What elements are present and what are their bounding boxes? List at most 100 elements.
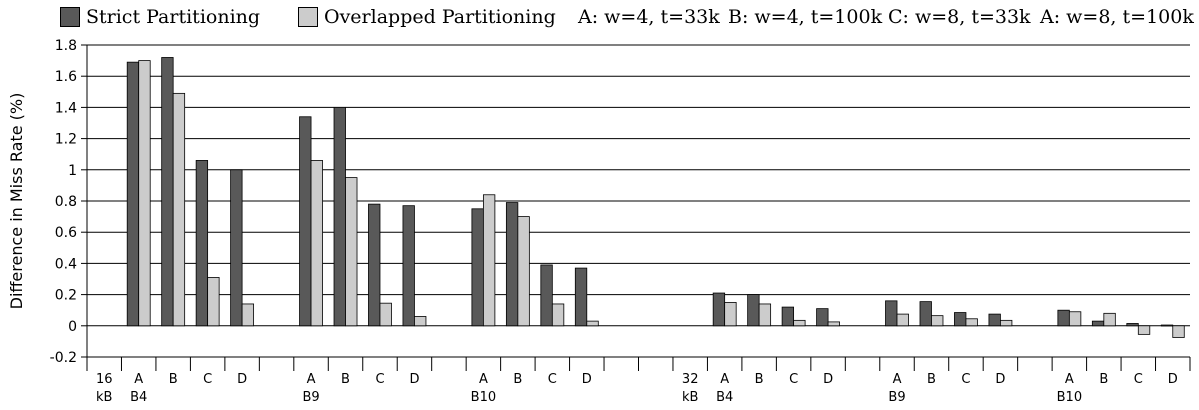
bar-strict <box>1126 323 1139 327</box>
y-tick-label: 1.6 <box>55 69 77 85</box>
bar-strict <box>126 61 140 327</box>
y-tick-label: 1 <box>68 163 77 179</box>
y-tick-label: 1.4 <box>55 100 77 116</box>
bar-strict <box>712 292 726 327</box>
x-tick-label: A <box>893 372 902 387</box>
x-tick-label: A <box>720 372 729 387</box>
legend-note-b-text: B: w=4, t=100k <box>728 6 883 28</box>
bar-overlapped <box>482 194 496 327</box>
bar-strict <box>1091 320 1105 327</box>
x-tick-label: B <box>513 372 522 387</box>
x-tick-label: D <box>409 372 419 387</box>
x-tick-label: C <box>203 372 212 387</box>
y-tick-label: 1.8 <box>55 38 77 54</box>
x-tick-label: D <box>582 372 592 387</box>
bar-overlapped <box>379 302 392 327</box>
bar-strict <box>919 301 932 327</box>
y-tick-label: 0.4 <box>55 256 77 272</box>
legend-label-overlapped: Overlapped Partitioning <box>324 6 556 28</box>
bar-strict <box>1160 324 1174 327</box>
legend-item-strict: Strict Partitioning <box>60 6 260 28</box>
bar-overlapped <box>1068 311 1082 327</box>
x-tick-label: B <box>1099 372 1108 387</box>
x-tick-label: 32 <box>682 372 699 387</box>
bar-overlapped <box>586 320 599 327</box>
legend-note-a-text: A: w=4, t=33k <box>578 6 720 28</box>
bar-strict <box>747 294 760 327</box>
bar-overlapped <box>724 301 737 327</box>
bar-strict <box>333 107 346 327</box>
y-tick-label: 0.2 <box>55 288 77 304</box>
y-tick-label: 0.8 <box>55 194 77 210</box>
y-tick-label: 0.6 <box>55 225 77 241</box>
bar-strict <box>816 308 829 327</box>
x-tick-sublabel: B9 <box>302 390 319 405</box>
bar-strict <box>368 203 381 327</box>
bar-overlapped <box>1103 312 1116 327</box>
x-tick-label: A <box>307 372 316 387</box>
bar-overlapped <box>965 318 978 327</box>
x-tick-label: A <box>1065 372 1074 387</box>
bar-overlapped <box>1000 319 1013 327</box>
bar-overlapped <box>241 303 255 327</box>
x-tick-sublabel: B10 <box>1057 390 1082 405</box>
legend-note-c-text: C: w=8, t=33k <box>888 6 1031 28</box>
x-tick-sublabel: B10 <box>471 390 496 405</box>
x-tick-label: B <box>927 372 936 387</box>
bar-overlapped <box>827 321 840 327</box>
bar-overlapped <box>345 177 358 327</box>
x-tick-sublabel: kB <box>682 390 698 405</box>
bar-overlapped <box>551 303 565 327</box>
y-tick-label: 0 <box>68 319 77 335</box>
legend: Strict Partitioning Overlapped Partition… <box>0 0 1199 38</box>
x-tick-label: C <box>548 372 557 387</box>
bar-strict <box>161 57 174 327</box>
legend-swatch-strict <box>60 7 80 27</box>
bar-overlapped <box>207 277 220 327</box>
bar-overlapped <box>138 60 151 327</box>
x-tick-label: B <box>755 372 764 387</box>
bar-overlapped <box>1172 325 1185 338</box>
x-tick-label: D <box>1168 372 1178 387</box>
y-tick-label: 1.2 <box>55 132 77 148</box>
x-tick-label: C <box>961 372 970 387</box>
bar-overlapped <box>1137 325 1151 335</box>
bar-overlapped <box>931 315 944 327</box>
bar-strict <box>574 267 588 327</box>
legend-note-d-text: A: w=8, t=100k <box>1040 6 1194 28</box>
bar-strict <box>402 205 415 327</box>
bar-strict <box>954 312 967 327</box>
legend-note-d: A: w=8, t=100k <box>1040 6 1194 28</box>
x-tick-sublabel: B4 <box>130 390 147 405</box>
x-tick-label: B <box>169 372 178 387</box>
legend-note-c: C: w=8, t=33k <box>888 6 1031 28</box>
x-tick-label: D <box>995 372 1005 387</box>
legend-note-a: A: w=4, t=33k <box>578 6 720 28</box>
x-tick-label: 16 <box>96 372 113 387</box>
bar-strict <box>195 160 209 327</box>
x-tick-sublabel: B4 <box>716 390 733 405</box>
bar-overlapped <box>172 92 186 327</box>
bar-strict <box>988 313 1001 327</box>
x-tick-label: C <box>1134 372 1143 387</box>
legend-label-strict: Strict Partitioning <box>86 6 261 28</box>
bar-strict <box>540 264 553 327</box>
bar-strict <box>299 116 312 327</box>
legend-swatch-overlapped <box>298 7 318 27</box>
bar-overlapped <box>896 313 909 327</box>
y-tick-label: -0.2 <box>50 350 77 366</box>
bar-strict <box>471 208 484 327</box>
bar-strict <box>885 300 898 327</box>
x-tick-label: C <box>375 372 384 387</box>
bar-overlapped <box>414 316 427 327</box>
bar-strict <box>230 169 243 327</box>
x-tick-label: A <box>479 372 488 387</box>
bar-overlapped <box>310 160 323 327</box>
x-tick-label: C <box>789 372 798 387</box>
x-tick-label: D <box>823 372 833 387</box>
legend-item-overlapped: Overlapped Partitioning <box>298 6 556 28</box>
x-tick-sublabel: kB <box>96 390 112 405</box>
bar-strict <box>781 306 795 327</box>
bar-overlapped <box>517 216 530 327</box>
